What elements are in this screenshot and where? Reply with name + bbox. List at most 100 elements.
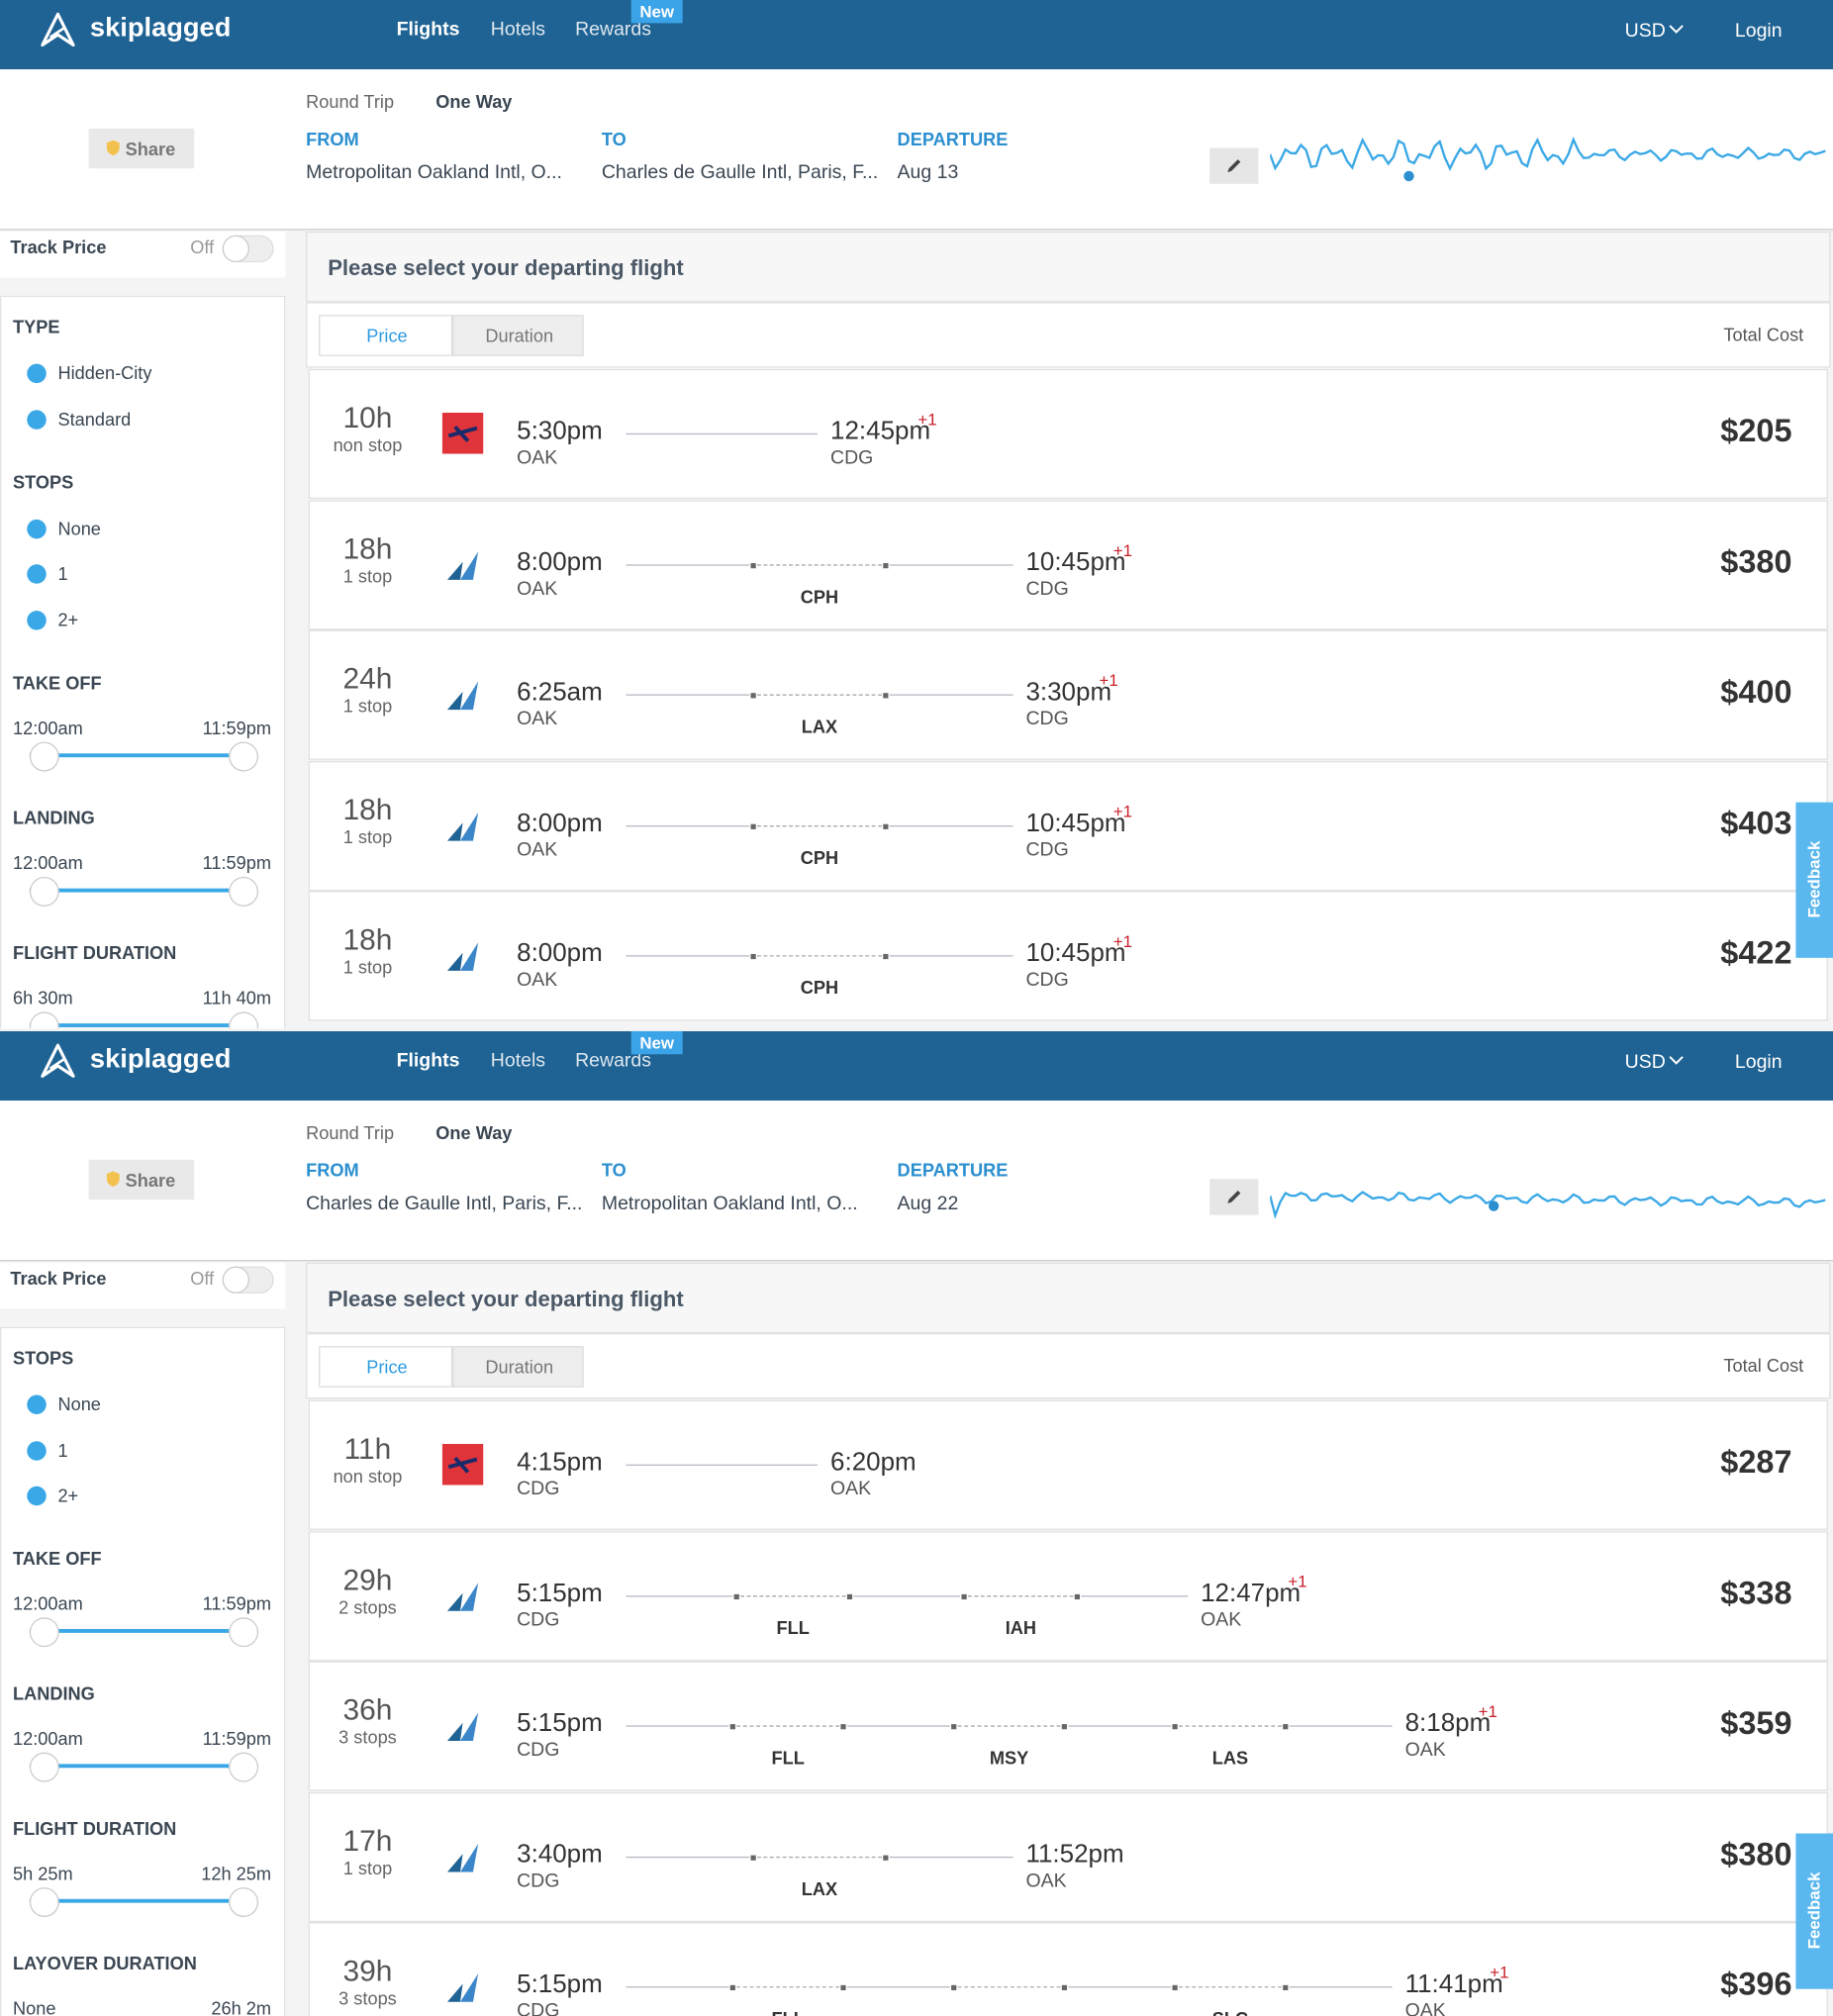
slider-knob[interactable]: [29, 1887, 59, 1917]
stop-dot: [1061, 1724, 1068, 1730]
slider-knob[interactable]: [229, 740, 259, 771]
share-label: Share: [125, 1170, 176, 1191]
feedback-tab[interactable]: Feedback: [1795, 802, 1833, 958]
slider-knob[interactable]: [229, 1752, 259, 1782]
nav-link[interactable]: Flights: [396, 1049, 460, 1072]
filter-card: TYPE Hidden-City Standard STOPS None 1 2+ TAKE …: [0, 295, 286, 1029]
flight-stops: 1 stop: [342, 956, 393, 978]
flight-row[interactable]: 11h non stop 4:15pm CDG 6:20pm OAK $287: [308, 1399, 1828, 1530]
filter-option[interactable]: 2+: [57, 609, 79, 629]
currency[interactable]: USD: [1624, 1051, 1666, 1074]
filter-checkbox[interactable]: [27, 363, 47, 384]
filter-checkbox[interactable]: [27, 564, 47, 584]
slider-knob[interactable]: [229, 1887, 259, 1917]
stop-dot: [729, 1984, 735, 1991]
flight-row[interactable]: 29h 2 stops 5:15pm CDG FLL IAH 12:47pm OAK +1 $33…: [308, 1530, 1828, 1661]
range-min: 12:00am: [12, 717, 83, 738]
layover-segment: [757, 1856, 882, 1858]
depart-code: CDG: [517, 1869, 560, 1891]
filter-checkbox[interactable]: [27, 1440, 47, 1461]
slider-knob[interactable]: [29, 1752, 59, 1782]
field-value[interactable]: Aug 22: [897, 1192, 959, 1214]
trip-type[interactable]: One Way: [435, 91, 513, 113]
slider-knob[interactable]: [29, 1617, 59, 1648]
share-label: Share: [125, 139, 176, 160]
field-value[interactable]: Metropolitan Oakland Intl, O...: [601, 1192, 858, 1214]
nav-link[interactable]: Flights: [396, 18, 460, 41]
trip-type[interactable]: Round Trip: [306, 1122, 395, 1143]
flight-row[interactable]: 18h 1 stop 8:00pm OAK CPH 10:45pm CDG +1 $403: [308, 760, 1828, 891]
slider-knob[interactable]: [229, 1617, 259, 1648]
filter-option[interactable]: 1: [57, 563, 68, 584]
nav-link[interactable]: Hotels: [490, 1049, 546, 1072]
filter-checkbox[interactable]: [27, 519, 47, 538]
slider-knob[interactable]: [29, 1010, 59, 1029]
edit-button[interactable]: [1209, 147, 1259, 184]
flight-row[interactable]: 18h 1 stop 8:00pm OAK CPH 10:45pm CDG +1 $380: [308, 499, 1828, 629]
login[interactable]: Login: [1734, 20, 1783, 43]
flight-row[interactable]: 24h 1 stop 6:25am OAK LAX 3:30pm CDG +1 $400: [308, 629, 1828, 760]
filter-option[interactable]: None: [57, 1393, 101, 1415]
filter-option[interactable]: Hidden-City: [57, 362, 152, 384]
flight-row[interactable]: 36h 3 stops 5:15pm CDG FLL MSY LAS 8:18pm OAK +1 $…: [308, 1661, 1828, 1791]
flight-row[interactable]: 10h non stop 5:30pm OAK 12:45pm CDG +1 $205: [308, 368, 1828, 500]
nav-bar: skiplagged Flights Hotels Rewards New USD Logi…: [0, 0, 1833, 70]
field-value[interactable]: Charles de Gaulle Intl, Paris, F...: [601, 161, 879, 184]
filter-title: STOPS: [12, 1347, 74, 1369]
share-button[interactable]: Share: [88, 1159, 195, 1200]
airline-logo: [446, 1973, 479, 2002]
filter-checkbox[interactable]: [27, 409, 47, 430]
stop-dot: [961, 1593, 967, 1599]
filter-title: STOPS: [12, 471, 74, 492]
sort-tab[interactable]: Price: [319, 315, 453, 356]
airline-logo: [446, 1582, 479, 1611]
sort-tab[interactable]: Price: [319, 1346, 453, 1388]
toggle-knob[interactable]: [222, 1266, 249, 1294]
flight-duration: 29h: [342, 1562, 393, 1596]
stop-dot: [733, 1593, 739, 1599]
filter-option[interactable]: 2+: [57, 1485, 79, 1506]
flight-row[interactable]: 17h 1 stop 3:40pm CDG LAX 11:52pm OAK $380: [308, 1791, 1828, 1922]
filter-option[interactable]: None: [57, 517, 101, 538]
slider-track: [29, 1764, 230, 1769]
flight-stops: 1 stop: [342, 695, 393, 717]
field-value[interactable]: Metropolitan Oakland Intl, O...: [306, 161, 562, 184]
flight-row[interactable]: 18h 1 stop 8:00pm OAK CPH 10:45pm CDG +1 $422: [308, 891, 1828, 1021]
nav-link[interactable]: Rewards: [575, 1049, 651, 1072]
filter-option[interactable]: Standard: [57, 408, 132, 430]
slider-knob[interactable]: [229, 876, 259, 907]
nav-link[interactable]: Rewards: [575, 18, 651, 41]
flight-stops: 2 stops: [338, 1595, 397, 1617]
edit-button[interactable]: [1209, 1179, 1259, 1215]
new-badge: New: [630, 0, 683, 24]
sort-tab[interactable]: Duration: [452, 1346, 584, 1388]
stop-dot: [840, 1984, 846, 1991]
day-offset: +1: [1099, 670, 1118, 690]
trip-type[interactable]: Round Trip: [306, 91, 395, 113]
field-label: DEPARTURE: [897, 128, 1009, 149]
filter-checkbox[interactable]: [27, 1486, 47, 1506]
filter-checkbox[interactable]: [27, 610, 47, 629]
currency[interactable]: USD: [1624, 20, 1666, 43]
field-value[interactable]: Charles de Gaulle Intl, Paris, F...: [306, 1192, 583, 1214]
slider-knob[interactable]: [29, 876, 59, 907]
slider-knob[interactable]: [229, 1010, 259, 1029]
login[interactable]: Login: [1734, 1051, 1783, 1074]
field-value[interactable]: Aug 13: [897, 161, 959, 184]
layover-code: FLL: [776, 1616, 810, 1638]
share-button[interactable]: Share: [88, 128, 195, 169]
sort-tab[interactable]: Duration: [452, 315, 584, 356]
flight-segment: [626, 1986, 729, 1988]
stop-dot: [882, 693, 889, 699]
slider-knob[interactable]: [29, 740, 59, 771]
filter-option[interactable]: 1: [57, 1439, 68, 1461]
arrive-time: 12:45pm: [830, 417, 931, 446]
filter-checkbox[interactable]: [27, 1394, 47, 1415]
stop-dot: [840, 1724, 846, 1730]
feedback-tab[interactable]: Feedback: [1795, 1833, 1833, 1989]
toggle-knob[interactable]: [222, 235, 249, 263]
nav-link[interactable]: Hotels: [490, 18, 546, 41]
depart-code: OAK: [517, 446, 558, 469]
trip-type[interactable]: One Way: [435, 1122, 513, 1143]
